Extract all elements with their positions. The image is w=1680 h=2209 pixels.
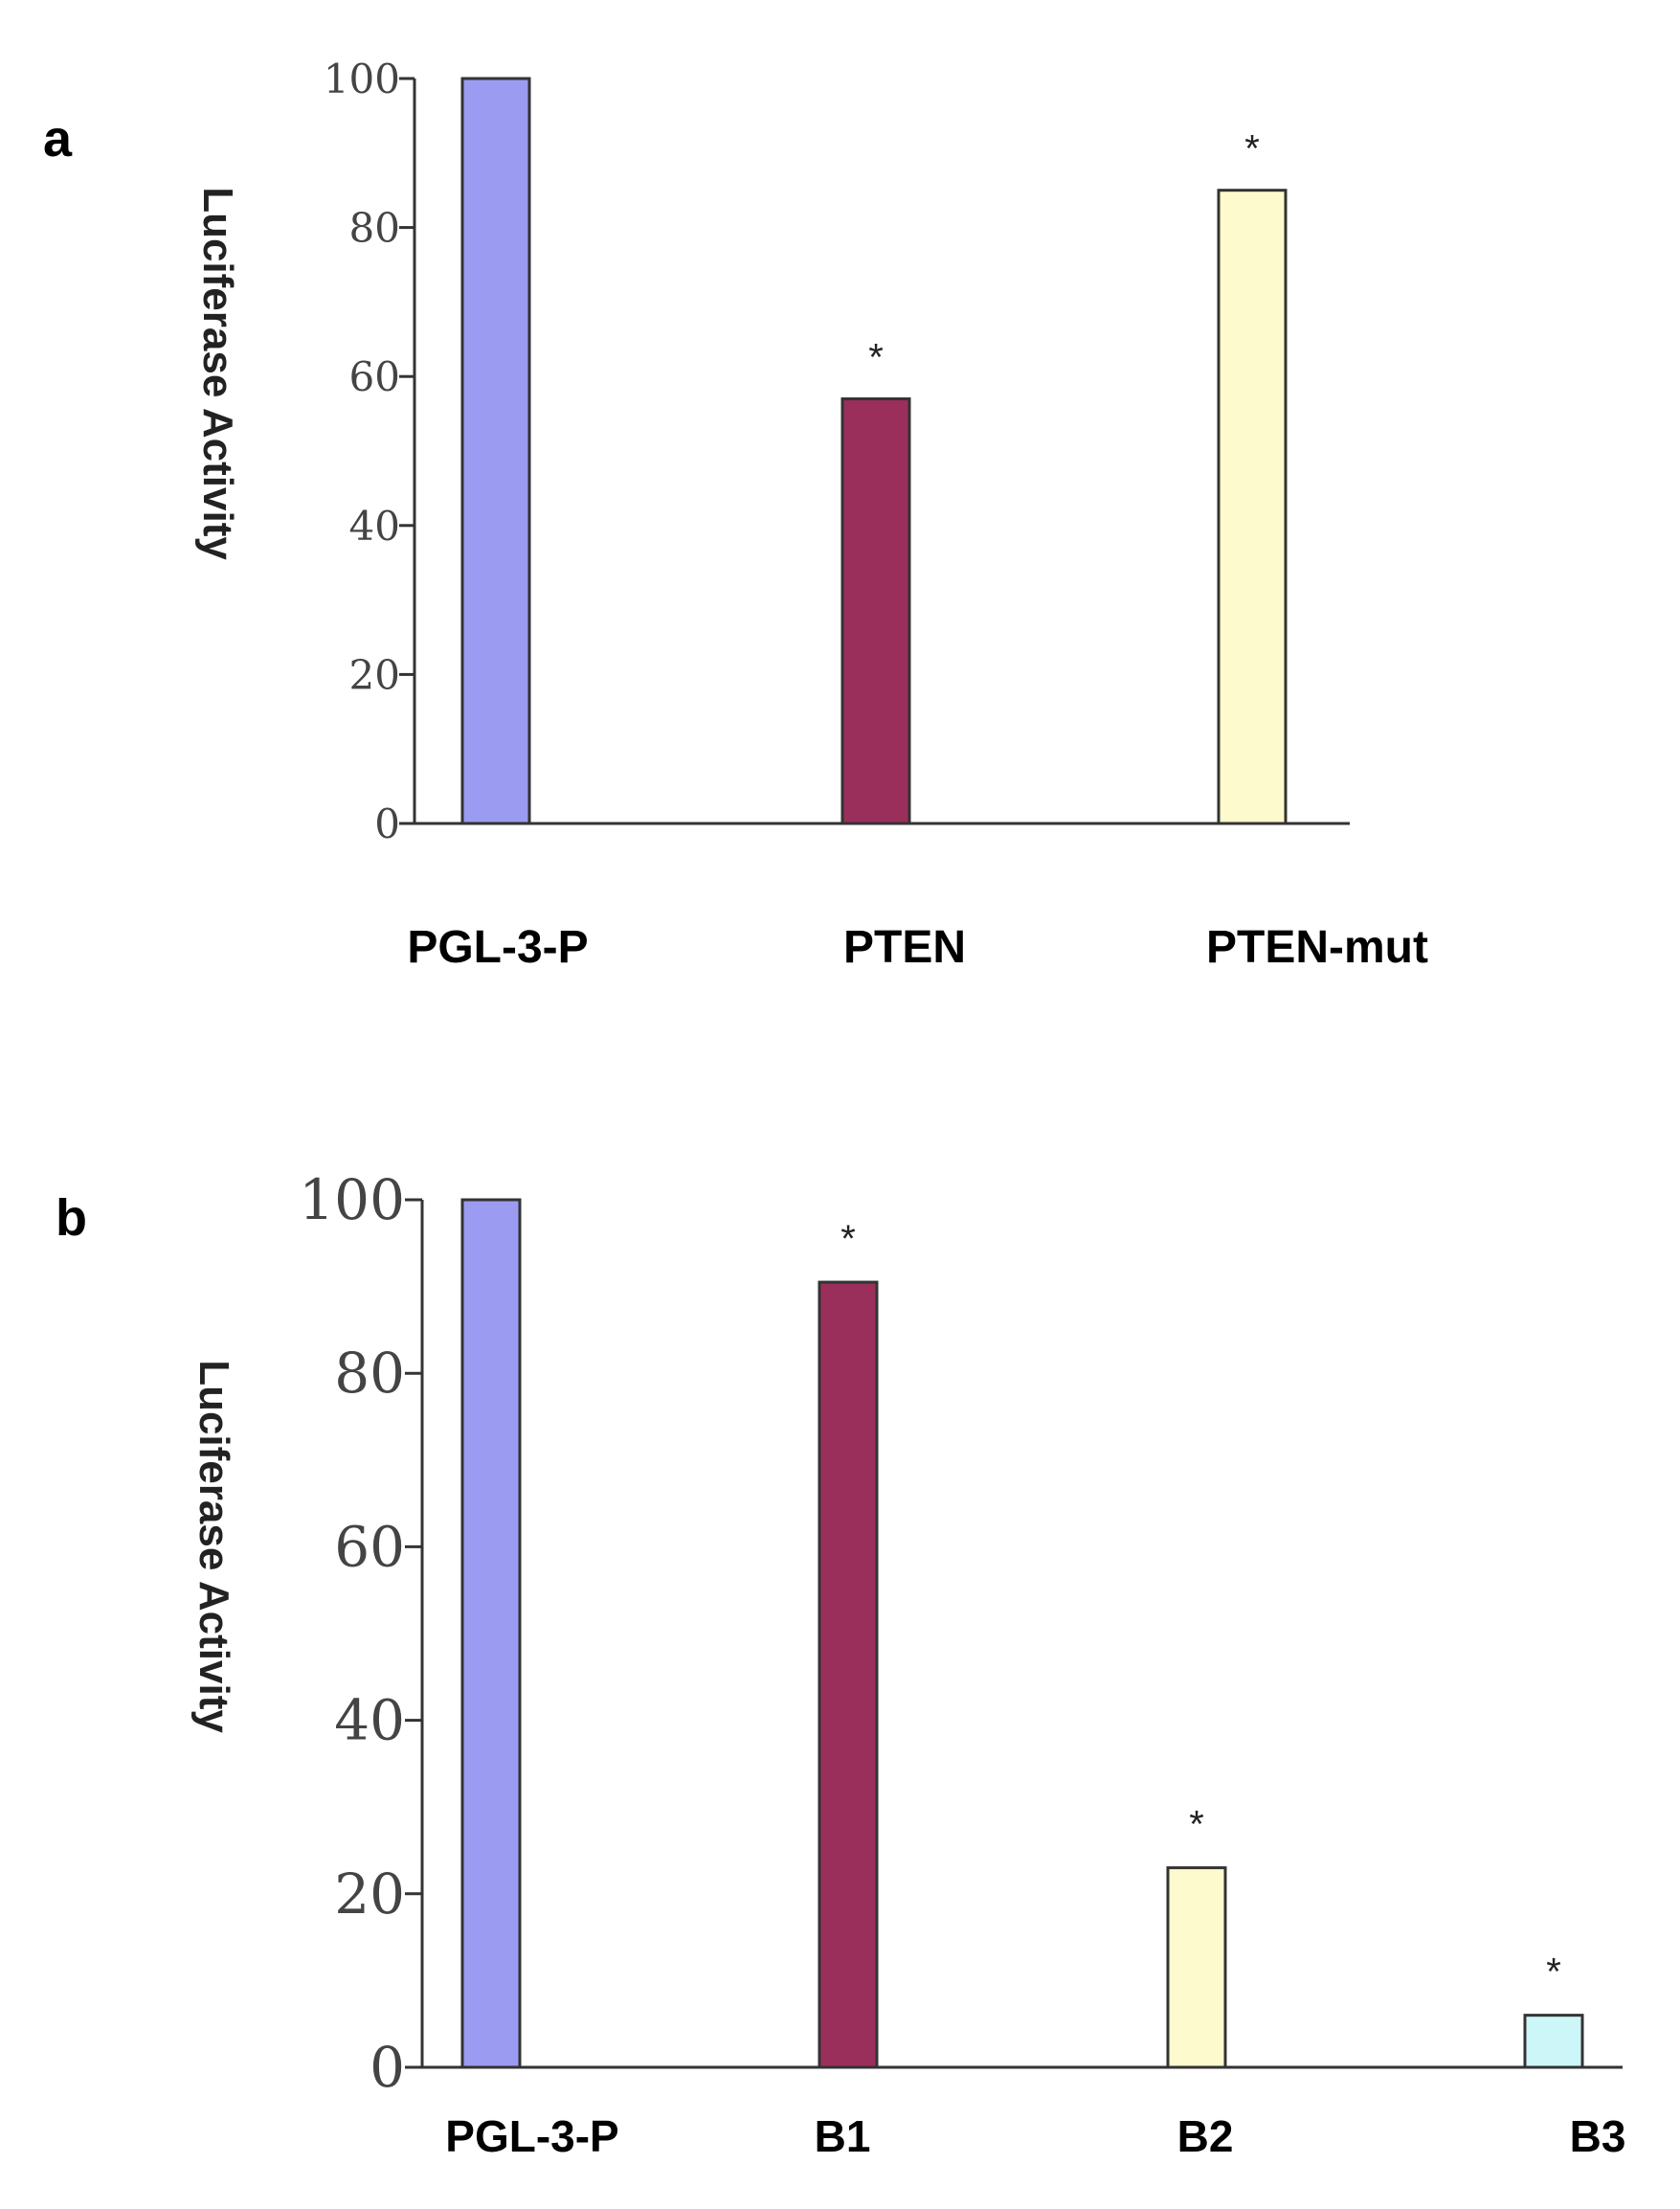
significance-mark: *: [1546, 1951, 1561, 1994]
panel-b-bars: [460, 1198, 1584, 2069]
category-label-b1: B1: [815, 2111, 871, 2161]
panel-b-y-tick-label: 100: [299, 1167, 405, 1232]
panel-a-y-tick-label: 40: [349, 503, 400, 550]
panel-a-y-tick-label: 100: [324, 56, 400, 102]
panel-b-significance-marks: * * *: [840, 1218, 1561, 1994]
panel-b-letter: b: [56, 1189, 87, 1247]
category-label-b3: B3: [1570, 2111, 1626, 2161]
significance-mark: *: [1189, 1804, 1204, 1846]
panel-a-y-ticks: 0 20 40 60 80 100: [324, 56, 414, 847]
bar-pten-mut: [1217, 189, 1288, 825]
panel-a-y-tick-label: 80: [349, 205, 400, 252]
bar-pgl-3-p: [460, 1198, 522, 2069]
bar-b3: [1523, 2014, 1584, 2069]
significance-mark: *: [1244, 128, 1260, 170]
bar-b1: [818, 1280, 879, 2069]
panel-a-letter: a: [43, 110, 73, 168]
panel-a-y-tick-label: 20: [349, 651, 400, 698]
panel-b: b Luciferase Activity 0 20 40 60 80 100 * * * P…: [56, 1167, 1625, 2161]
bar-pgl-3-p: [460, 77, 531, 825]
panel-b-y-ticks: 0 20 40 60 80 100: [299, 1167, 422, 2100]
panel-b-y-axis-label: Luciferase Activity: [190, 1360, 237, 1733]
panel-b-y-tick-label: 20: [334, 1861, 405, 1927]
significance-mark: *: [868, 337, 884, 379]
category-label-b2: B2: [1177, 2111, 1234, 2161]
panel-b-y-tick-label: 40: [334, 1688, 405, 1753]
bar-b2: [1166, 1866, 1227, 2069]
panel-b-y-tick-label: 0: [370, 2035, 405, 2100]
panel-b-y-tick-label: 60: [334, 1514, 405, 1579]
panel-a-category-labels: PGL-3-P PTEN PTEN-mut: [407, 922, 1428, 973]
panel-a-significance-marks: **: [868, 128, 1260, 379]
category-label-pgl-3-p: PGL-3-P: [407, 922, 588, 973]
bar-pten: [840, 397, 911, 825]
panel-b-y-tick-label: 80: [334, 1341, 405, 1406]
panel-a-y-axis-label: Luciferase Activity: [194, 187, 241, 560]
panel-a-y-tick-label: 60: [349, 353, 400, 400]
panel-b-category-labels: PGL-3-P B1 B2 B3: [445, 2111, 1625, 2161]
category-label-pten: PTEN: [843, 922, 966, 973]
category-label-pten-mut: PTEN-mut: [1206, 922, 1428, 973]
panel-a-y-tick-label: 0: [374, 800, 400, 847]
category-label-pgl-3-p: PGL-3-P: [445, 2111, 618, 2161]
significance-mark: *: [840, 1218, 856, 1260]
panel-a-bars: [460, 77, 1288, 825]
